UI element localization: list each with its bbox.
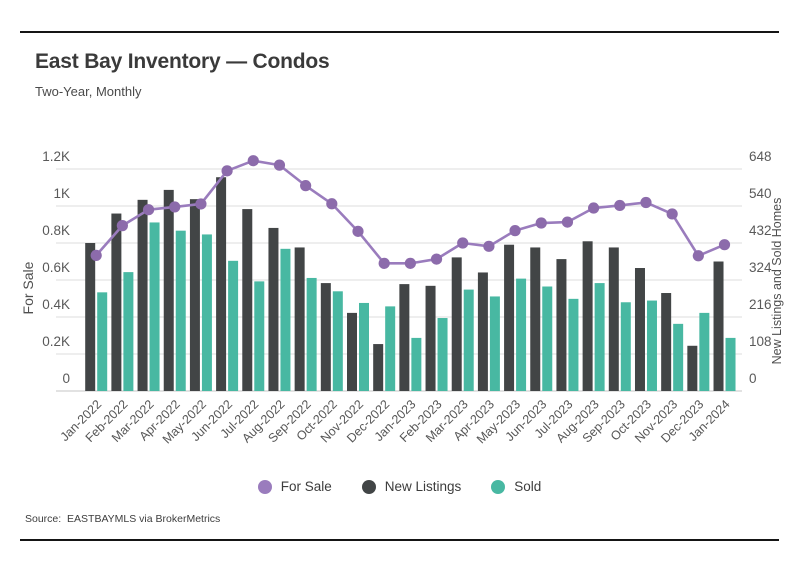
chart-subtitle: Two-Year, Monthly xyxy=(35,84,142,99)
svg-text:0: 0 xyxy=(749,371,757,386)
svg-text:648: 648 xyxy=(749,149,772,164)
legend-item-new-listings: New Listings xyxy=(361,479,462,494)
source-note: Source: EASTBAYMLS via BrokerMetrics xyxy=(25,513,221,525)
legend-item-sold: Sold xyxy=(491,479,541,494)
svg-text:0.2K: 0.2K xyxy=(42,334,70,349)
svg-text:0: 0 xyxy=(62,371,70,386)
svg-text:540: 540 xyxy=(749,186,772,201)
legend-label: For Sale xyxy=(280,479,332,494)
svg-text:1.2K: 1.2K xyxy=(42,149,70,164)
bottom-border-rule xyxy=(20,539,779,541)
top-border-rule xyxy=(20,31,779,33)
for-sale-legend-dot-icon xyxy=(257,479,272,494)
chart-legend: For Sale New Listings Sold xyxy=(0,479,799,494)
chart-plot-area: 0 0.2K 0.4K 0.6K 0.8K 1K 1.2K 0 108 216 324 432 540 6… xyxy=(42,149,772,446)
legend-label: New Listings xyxy=(384,479,462,494)
new-listings-legend-dot-icon xyxy=(361,479,376,494)
svg-text:324: 324 xyxy=(749,260,772,275)
sold-legend-dot-icon xyxy=(491,479,506,494)
legend-label: Sold xyxy=(514,479,542,494)
svg-text:0.4K: 0.4K xyxy=(42,297,70,312)
svg-text:0.6K: 0.6K xyxy=(42,260,70,275)
legend-item-for-sale: For Sale xyxy=(257,479,332,494)
chart-title: East Bay Inventory — Condos xyxy=(35,50,330,73)
svg-text:216: 216 xyxy=(749,297,772,312)
svg-text:108: 108 xyxy=(749,334,772,349)
svg-text:1K: 1K xyxy=(53,186,70,201)
svg-text:432: 432 xyxy=(749,223,772,238)
svg-text:0.8K: 0.8K xyxy=(42,223,70,238)
